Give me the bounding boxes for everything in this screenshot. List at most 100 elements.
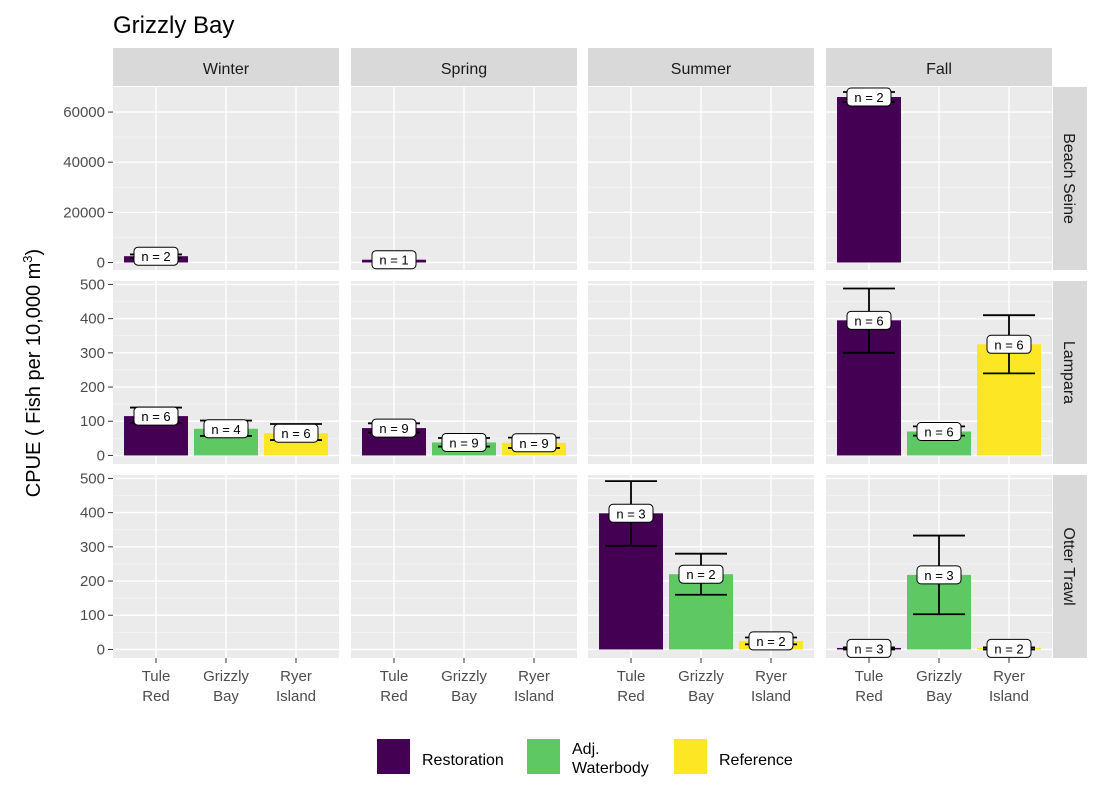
y-tick-label: 400 — [80, 311, 105, 328]
y-axis-title-superscript: 3 — [20, 255, 35, 262]
row-strip — [1053, 475, 1087, 658]
sample-size-label: n = 2 — [846, 87, 892, 107]
sample-size-label: n = 6 — [133, 406, 179, 426]
sample-size-label: n = 9 — [371, 418, 417, 438]
panel-0-1 — [351, 87, 577, 270]
x-tick-label: Tule Red — [380, 668, 409, 705]
sample-size-label: n = 2 — [748, 631, 794, 651]
legend-item-reference: Reference — [674, 739, 793, 774]
sample-size-label-text: n = 2 — [756, 634, 785, 649]
legend-swatch — [674, 739, 707, 774]
legend-label-line: Adj. — [572, 741, 600, 758]
legend-label: Adj. Waterbody — [572, 741, 649, 777]
sample-size-label: n = 2 — [986, 638, 1032, 658]
x-tick-label-line: Red — [142, 688, 170, 705]
sample-size-label-text: n = 6 — [281, 426, 310, 441]
legend-swatch — [527, 739, 560, 774]
y-tick-label: 60000 — [63, 104, 105, 121]
panel-1-2 — [588, 281, 814, 464]
sample-size-label: n = 3 — [608, 503, 654, 523]
y-axis-title: CPUE ( Fish per 10,000 m3) — [20, 249, 45, 497]
x-tick-label-line: Red — [617, 688, 645, 705]
x-tick-label: Tule Red — [855, 668, 884, 705]
sample-size-label: n = 2 — [678, 564, 724, 584]
x-tick-label: Grizzly Bay — [203, 668, 249, 705]
x-tick-label-line: Island — [989, 688, 1029, 705]
legend-label: Restoration — [422, 752, 504, 769]
x-tick-label: Grizzly Bay — [441, 668, 487, 705]
sample-size-label-text: n = 6 — [994, 337, 1023, 352]
sample-size-label: n = 3 — [846, 638, 892, 658]
strip-summer — [588, 48, 814, 86]
sample-size-label: n = 4 — [203, 419, 249, 439]
sample-size-label-text: n = 9 — [449, 435, 478, 450]
y-tick-label: 300 — [80, 345, 105, 362]
y-tick-label: 500 — [80, 470, 105, 487]
sample-size-label-box — [371, 418, 417, 438]
panel-2-1 — [351, 475, 577, 658]
y-tick-label: 200 — [80, 573, 105, 590]
sample-size-label-box — [441, 432, 487, 452]
y-axis-title-close: ) — [23, 249, 45, 256]
x-tick-label-line: Ryer — [755, 668, 787, 685]
sample-size-label-box — [133, 246, 179, 266]
sample-size-label-text: n = 9 — [519, 436, 548, 451]
sample-size-label-text: n = 9 — [379, 421, 408, 436]
bar-tr — [837, 97, 901, 263]
row-strip — [1053, 281, 1087, 464]
panel-0-2 — [588, 87, 814, 270]
y-tick-label: 40000 — [63, 154, 105, 171]
x-tick-label: Ryer Island — [514, 668, 554, 705]
panel-0-0 — [113, 87, 339, 270]
x-tick-label-line: Island — [514, 688, 554, 705]
sample-size-label: n = 9 — [441, 432, 487, 452]
sample-size-label-box — [511, 433, 557, 453]
x-tick-label: Tule Red — [142, 668, 171, 705]
legend-label-line: Restoration — [422, 752, 504, 769]
y-tick-label: 300 — [80, 539, 105, 556]
row-strip-label: Beach Seine — [1060, 133, 1077, 224]
sample-size-label-text: n = 2 — [854, 90, 883, 105]
x-tick-label-line: Grizzly — [678, 668, 724, 685]
sample-size-label-box — [846, 310, 892, 330]
sample-size-label: n = 2 — [133, 246, 179, 266]
y-axis-title-main: CPUE ( Fish per 10,000 m — [23, 263, 45, 498]
sample-size-label: n = 3 — [916, 565, 962, 585]
x-tick-label-line: Grizzly — [916, 668, 962, 685]
x-tick-label-line: Ryer — [518, 668, 550, 685]
panels-layer: Winter Spring Summer Fall Beach Seine Lampara… — [63, 48, 1087, 705]
sample-size-label-box — [916, 422, 962, 442]
x-tick-label-line: Bay — [688, 688, 714, 705]
x-tick-label-line: Grizzly — [203, 668, 249, 685]
sample-size-label-text: n = 2 — [994, 641, 1023, 656]
sample-size-label-box — [986, 334, 1032, 354]
y-tick-label: 20000 — [63, 204, 105, 221]
y-tick-label: 400 — [80, 505, 105, 522]
x-tick-label: Ryer Island — [276, 668, 316, 705]
x-tick-label-line: Ryer — [993, 668, 1025, 685]
y-tick-label: 200 — [80, 379, 105, 396]
sample-size-label: n = 6 — [846, 310, 892, 330]
sample-size-label-box — [678, 564, 724, 584]
x-tick-label: Ryer Island — [751, 668, 791, 705]
sample-size-label-text: n = 3 — [924, 568, 953, 583]
panel-2-0 — [113, 475, 339, 658]
x-tick-label-line: Tule — [380, 668, 409, 685]
sample-size-label-text: n = 6 — [854, 313, 883, 328]
x-tick-label: Grizzly Bay — [916, 668, 962, 705]
x-tick-label-line: Tule — [855, 668, 884, 685]
legend-item-restoration: Restoration — [377, 739, 504, 774]
x-tick-label-line: Tule — [617, 668, 646, 685]
sample-size-label-text: n = 1 — [379, 253, 408, 268]
sample-size-label: n = 1 — [371, 250, 417, 270]
x-tick-label: Ryer Island — [989, 668, 1029, 705]
y-tick-label: 0 — [97, 641, 105, 658]
legend-label: Reference — [719, 752, 793, 769]
sample-size-label-box — [986, 638, 1032, 658]
sample-size-label: n = 6 — [273, 423, 319, 443]
legend-label-line: Reference — [719, 752, 793, 769]
sample-size-label-box — [608, 503, 654, 523]
sample-size-label-box — [748, 631, 794, 651]
strip-spring — [351, 48, 577, 86]
